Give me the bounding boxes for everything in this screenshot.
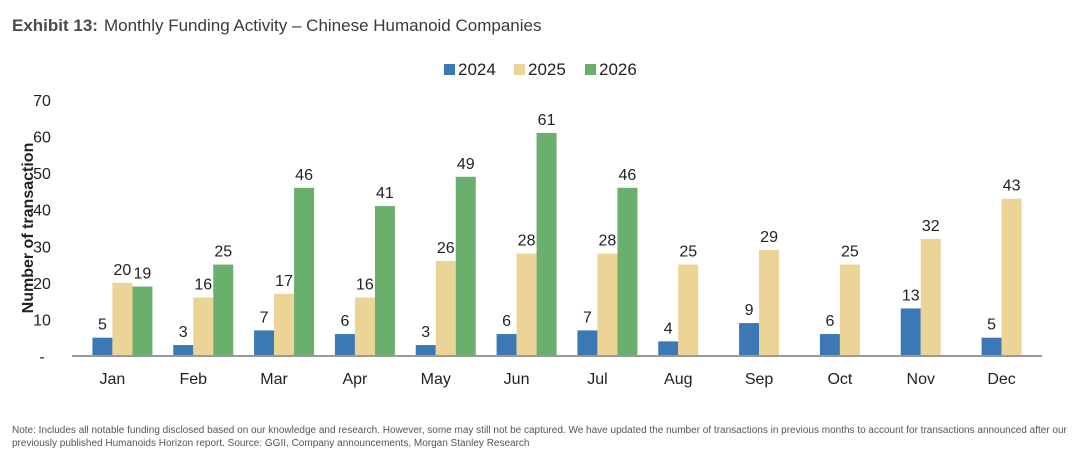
data-label-2024-sep: 9 xyxy=(745,302,754,319)
y-tick-label: - xyxy=(39,349,44,366)
x-tick-label: Feb xyxy=(179,371,207,388)
data-label-2024-jun: 6 xyxy=(502,313,511,330)
y-axis-title: Number of transaction xyxy=(20,143,37,314)
bar-2025-dec xyxy=(1001,198,1022,356)
legend-swatch-2025 xyxy=(514,64,525,75)
y-tick-label: 40 xyxy=(33,203,51,220)
data-label-2024-may: 3 xyxy=(421,324,430,341)
data-label-2026-jan: 19 xyxy=(134,266,152,283)
legend-label-2025: 2025 xyxy=(528,60,566,79)
bar-2025-feb xyxy=(193,297,214,356)
bar-2026-jul xyxy=(617,187,638,356)
bar-2026-mar xyxy=(294,187,315,356)
bar-2025-apr xyxy=(354,297,375,356)
x-tick-label: Apr xyxy=(342,371,368,388)
bar-2025-may xyxy=(435,260,456,356)
data-label-2025-oct: 25 xyxy=(841,244,859,261)
bar-2025-sep xyxy=(759,249,780,356)
bar-2024-jul xyxy=(577,330,598,356)
data-label-2025-dec: 43 xyxy=(1003,178,1021,195)
data-label-2025-feb: 16 xyxy=(194,276,212,293)
bar-2024-feb xyxy=(173,345,194,356)
y-tick-label: 60 xyxy=(33,130,51,147)
bar-2026-apr xyxy=(374,206,395,356)
y-tick-label: 50 xyxy=(33,166,51,183)
legend-swatch-2026 xyxy=(585,64,596,75)
data-label-2024-aug: 4 xyxy=(664,320,673,337)
bar-2024-jun xyxy=(496,334,517,356)
x-tick-label: May xyxy=(421,371,451,388)
legend-swatch-2024 xyxy=(444,64,455,75)
y-axis: Number of transaction - 10 20 30 40 50 60 70 xyxy=(20,93,51,366)
y-tick-label: 10 xyxy=(33,312,51,329)
data-label-2025-mar: 17 xyxy=(275,273,293,290)
x-tick-label: Jan xyxy=(100,371,126,388)
data-label-2026-jul: 46 xyxy=(619,167,637,184)
footnote: Note: Includes all notable funding discl… xyxy=(12,425,1067,449)
data-label-2025-jul: 28 xyxy=(599,233,617,250)
data-label-2025-jun: 28 xyxy=(518,233,536,250)
title-text: Monthly Funding Activity – Chinese Human… xyxy=(103,16,542,35)
bar-2025-aug xyxy=(678,264,699,356)
data-label-2024-feb: 3 xyxy=(179,324,188,341)
bar-chart: 2024 2025 2026 Number of transaction-10203… xyxy=(20,60,1042,388)
bar-2025-jan xyxy=(112,282,133,356)
data-label-2025-aug: 25 xyxy=(679,244,697,261)
data-label-2024-nov: 13 xyxy=(902,287,920,304)
chart-title: Exhibit 13: Monthly Funding Activity – Ch… xyxy=(12,16,541,36)
bar-2025-mar xyxy=(274,293,295,356)
bar-2024-nov xyxy=(900,308,921,356)
y-tick-label: 30 xyxy=(33,239,51,256)
bar-2026-may xyxy=(455,176,476,356)
bar-2026-jan xyxy=(132,286,153,356)
x-tick-label: Nov xyxy=(907,371,935,388)
bar-2026-jun xyxy=(536,132,557,356)
bar-2024-apr xyxy=(334,334,355,356)
x-tick-label: Aug xyxy=(664,371,692,388)
bar-2024-jan xyxy=(92,337,113,356)
data-label-2024-oct: 6 xyxy=(825,313,834,330)
data-label-2026-may: 49 xyxy=(457,156,475,173)
bar-2024-aug xyxy=(658,341,679,356)
bar-2025-jul xyxy=(597,253,618,356)
data-label-2024-apr: 6 xyxy=(340,313,349,330)
data-label-2025-sep: 29 xyxy=(760,229,778,246)
legend: 2024 2025 2026 xyxy=(444,60,637,79)
bars xyxy=(92,132,1022,356)
data-label-2025-apr: 16 xyxy=(356,276,374,293)
bar-2025-nov xyxy=(920,238,941,356)
bar-2025-jun xyxy=(516,253,537,356)
x-tick-label: Sep xyxy=(745,371,774,388)
data-label-2026-jun: 61 xyxy=(538,112,556,129)
data-label-2024-jul: 7 xyxy=(583,309,592,326)
bar-2024-mar xyxy=(254,330,275,356)
legend-label-2024: 2024 xyxy=(458,60,496,79)
data-label-2026-apr: 41 xyxy=(376,185,394,202)
y-tick-label: 20 xyxy=(33,276,51,293)
data-label-2025-nov: 32 xyxy=(922,218,940,235)
x-tick-label: Dec xyxy=(987,371,1015,388)
legend-label-2026: 2026 xyxy=(599,60,637,79)
exhibit-label: Exhibit 13: xyxy=(12,16,98,35)
data-label-2026-feb: 25 xyxy=(214,244,232,261)
x-tick-label: Jul xyxy=(587,371,607,388)
bar-2024-may xyxy=(415,345,436,356)
bar-2024-dec xyxy=(981,337,1002,356)
x-tick-label: Mar xyxy=(260,371,288,388)
data-label-2024-mar: 7 xyxy=(260,309,269,326)
data-labels: 520 1931625717466164132649628617284642592… xyxy=(98,112,1021,341)
x-axis: Jan Feb Mar Apr May Jun Jul Aug Sep Oct Nov Dec xyxy=(72,355,1042,388)
bar-2024-sep xyxy=(739,323,760,356)
bar-2024-oct xyxy=(819,334,840,356)
x-tick-label: Oct xyxy=(827,371,852,388)
data-label-2024-dec: 5 xyxy=(987,317,996,334)
data-label-2025-may: 26 xyxy=(437,240,455,257)
data-label-2026-mar: 46 xyxy=(295,167,313,184)
y-tick-label: 70 xyxy=(33,93,51,110)
data-label-2024-jan: 5 xyxy=(98,317,107,334)
bar-2025-oct xyxy=(839,264,860,356)
bar-2026-feb xyxy=(213,264,234,356)
x-tick-label: Jun xyxy=(504,371,530,388)
data-label-2025-jan: 20 xyxy=(114,262,132,279)
